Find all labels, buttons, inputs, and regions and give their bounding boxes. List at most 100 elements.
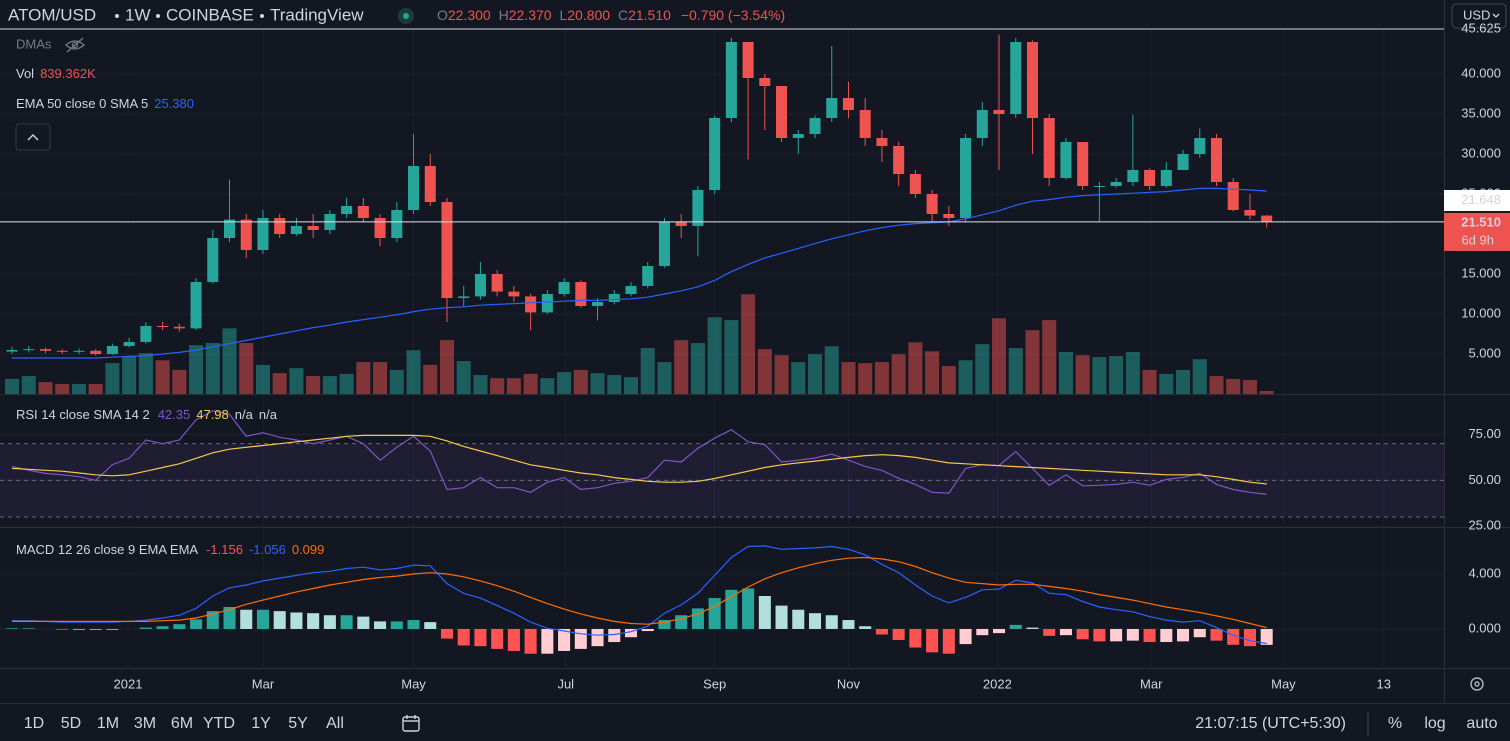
volume-bar xyxy=(222,328,237,394)
volume-bar xyxy=(874,362,889,394)
volume-bar xyxy=(1142,369,1157,394)
macd-hist-value: -1.156 xyxy=(206,542,243,557)
date-range-icon[interactable] xyxy=(402,715,420,732)
volume-bar xyxy=(71,383,86,394)
histogram-bar xyxy=(591,628,604,647)
ohlc-label: H xyxy=(499,7,509,23)
price-tag: 21.648 xyxy=(1461,192,1501,207)
last-price-box xyxy=(1444,212,1510,251)
hide-icon[interactable] xyxy=(65,37,85,53)
ohlc-value: 22.370 xyxy=(509,7,552,23)
collapse-button[interactable] xyxy=(15,123,51,151)
histogram-bar xyxy=(1026,627,1039,629)
volume-bar xyxy=(590,373,605,394)
candle-body xyxy=(123,342,135,346)
volume-bar xyxy=(1242,380,1257,394)
volume-bar xyxy=(473,374,488,394)
settings-icon[interactable] xyxy=(1470,677,1484,691)
x-tick-label: Mar xyxy=(1140,676,1163,691)
rsi-title: RSI 14 close SMA 14 2 xyxy=(16,407,150,422)
volume-bar xyxy=(908,342,923,394)
currency[interactable]: USD xyxy=(1463,7,1490,22)
y-tick-label: 45.625 xyxy=(1461,20,1501,35)
volume-bar xyxy=(490,378,505,394)
candle-body xyxy=(826,98,838,118)
histogram-bar xyxy=(875,628,888,635)
volume-bar xyxy=(557,372,572,394)
volume-bar xyxy=(1042,320,1057,394)
candle-body xyxy=(725,42,737,118)
histogram-bar xyxy=(256,609,269,629)
range-button[interactable]: 1Y xyxy=(251,715,271,732)
histogram-bar xyxy=(825,615,838,629)
range-button[interactable]: 5Y xyxy=(288,715,308,732)
price-tag-box xyxy=(1444,190,1510,211)
candle-body xyxy=(223,219,236,238)
histogram-bar xyxy=(307,613,320,629)
market-status-icon[interactable] xyxy=(398,8,414,24)
histogram-bar xyxy=(859,626,872,629)
histogram-bar xyxy=(1093,628,1106,642)
interval[interactable]: 1W xyxy=(125,5,151,24)
volume-bar xyxy=(741,294,756,394)
histogram-bar xyxy=(273,611,286,629)
candle-body xyxy=(1194,138,1206,154)
histogram-bar xyxy=(22,628,35,629)
histogram-bar xyxy=(1227,628,1240,645)
log-toggle[interactable]: log xyxy=(1424,715,1445,732)
range-button[interactable]: 1D xyxy=(24,715,44,732)
volume-bar xyxy=(155,360,170,394)
source: TradingView xyxy=(270,5,364,24)
range-button[interactable]: 6M xyxy=(171,715,193,732)
volume-bar xyxy=(858,363,873,394)
legend-volume: Vol 839.362K xyxy=(16,66,96,81)
histogram-bar xyxy=(407,620,420,629)
volume-bar xyxy=(958,360,973,394)
candle-body xyxy=(173,326,185,329)
indicator-group[interactable]: DMAs xyxy=(16,36,52,51)
clock[interactable]: 21:07:15 (UTC+5:30) xyxy=(1195,715,1346,732)
symbol[interactable]: ATOM/USD xyxy=(8,5,96,24)
histogram-bar xyxy=(942,628,955,654)
y-tick-label: 50.00 xyxy=(1468,472,1501,487)
candle-body xyxy=(1093,186,1105,187)
x-tick-label: May xyxy=(401,676,426,691)
volume-bar xyxy=(322,376,337,394)
range-button[interactable]: YTD xyxy=(203,715,235,732)
percent-toggle[interactable]: % xyxy=(1388,715,1402,732)
volume-bar xyxy=(105,363,120,394)
histogram-bar xyxy=(658,620,671,629)
volume-bar xyxy=(255,364,270,394)
histogram-bar xyxy=(725,589,738,629)
histogram-bar xyxy=(357,616,370,629)
volume-bar xyxy=(88,383,103,394)
separator-dot xyxy=(115,14,119,18)
volume-bar xyxy=(339,373,354,394)
candle-body xyxy=(458,296,470,298)
histogram-bar xyxy=(926,628,939,653)
candle-body xyxy=(1160,170,1172,186)
macd-title: MACD 12 26 close 9 EMA EMA xyxy=(16,542,198,557)
range-button[interactable]: All xyxy=(326,715,344,732)
y-tick-label: 5.000 xyxy=(1468,345,1501,360)
volume-bar xyxy=(21,376,36,394)
candle-body xyxy=(592,302,604,306)
candle-body xyxy=(642,266,654,286)
volume-bar xyxy=(607,374,622,394)
y-tick-label: 25.00 xyxy=(1468,518,1501,533)
candle-body xyxy=(508,291,520,297)
candle-body xyxy=(73,350,85,352)
separator-dot xyxy=(260,14,264,18)
range-button[interactable]: 5D xyxy=(61,715,81,732)
ohlc-value: 20.800 xyxy=(567,7,610,23)
volume-bar xyxy=(189,345,204,394)
candle-body xyxy=(1177,154,1189,170)
candle-body xyxy=(776,86,788,138)
range-button[interactable]: 3M xyxy=(134,715,156,732)
currency-button[interactable]: USD xyxy=(1451,3,1507,29)
separator-dot xyxy=(156,14,160,18)
candle-body xyxy=(106,346,118,354)
auto-toggle[interactable]: auto xyxy=(1466,715,1497,732)
range-buttons: 1D 5D 1M 3M 6M YTD 1Y 5Y All xyxy=(24,715,344,732)
range-button[interactable]: 1M xyxy=(97,715,119,732)
